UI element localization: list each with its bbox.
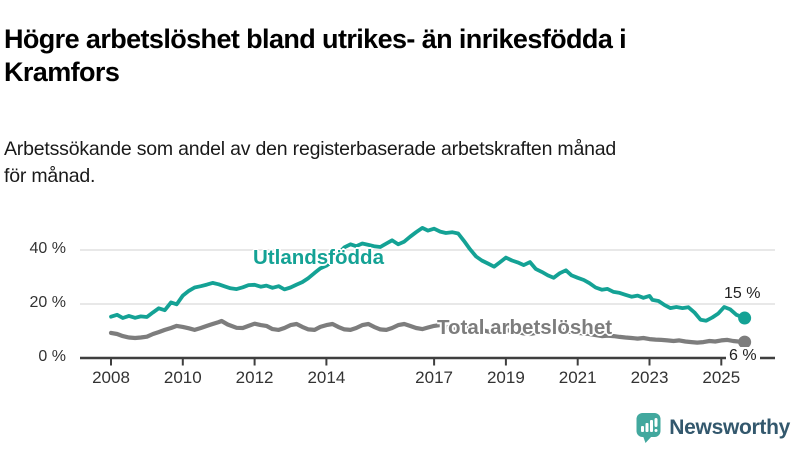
x-axis-label: 2014	[307, 368, 346, 387]
x-axis-label: 2012	[235, 368, 274, 387]
end-value-label-total: 6 %	[726, 347, 760, 365]
series-end-dot-total	[738, 335, 752, 349]
x-axis-label: 2017	[415, 368, 453, 387]
series-end-dot-utlandsfodda	[738, 311, 752, 325]
newsworthy-wordmark: Newsworthy	[669, 415, 790, 439]
y-axis-label: 40 %	[29, 240, 66, 257]
chart-subtitle: Arbetssökande som andel av den registerb…	[4, 137, 617, 187]
series-line-utlandsfodda	[109, 225, 747, 323]
series-label-utlandsfodda: Utlandsfödda	[253, 246, 384, 269]
x-axis-label: 2019	[486, 368, 525, 387]
series-label-total-arbetsloshet: Total arbetslöshet	[437, 316, 613, 339]
x-axis-label: 2023	[630, 368, 669, 387]
newsworthy-bubble-chart-icon	[636, 413, 661, 443]
x-axis-label: 2021	[558, 368, 597, 387]
x-axis-label: 2008	[92, 368, 130, 387]
newsworthy-logo[interactable]: Newsworthy	[636, 412, 790, 443]
y-axis-label: 0 %	[38, 348, 66, 365]
x-axis-label: 2010	[163, 368, 202, 387]
y-axis-label: 20 %	[29, 294, 66, 311]
page-title: Högre arbetslöshet bland utrikes- än inr…	[4, 24, 627, 88]
x-axis-label: 2025	[702, 368, 741, 387]
series-line-total	[108, 318, 747, 345]
end-value-label-utlandsfodda: 15 %	[721, 285, 764, 303]
